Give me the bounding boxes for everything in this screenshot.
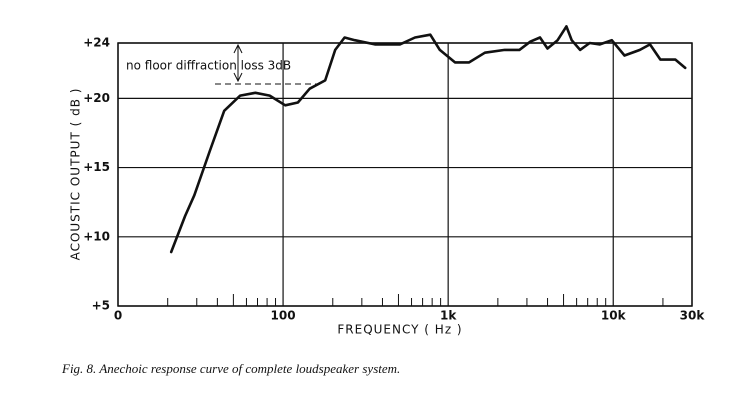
x-tick-label: 100 — [271, 309, 296, 323]
x-tick-label: 30k — [680, 309, 706, 323]
x-tick-label: 1k — [440, 309, 457, 323]
annotation-arrowheads — [233, 43, 243, 83]
y-tick-label: +24 — [83, 36, 110, 50]
caption: Fig. 8. Anechoic response curve of compl… — [61, 361, 400, 376]
annotation: no floor diffraction loss 3dB — [126, 59, 291, 73]
y-tick-label: +20 — [83, 91, 110, 105]
y-axis-title: ACOUSTIC OUTPUT ( dB ) — [69, 88, 83, 261]
y-tick-label: +10 — [83, 229, 110, 243]
x-axis-title: FREQUENCY ( Hz ) — [337, 323, 462, 337]
response-line — [169, 25, 687, 254]
x-tick-label: 10k — [601, 309, 627, 323]
x-tick-label: 0 — [114, 309, 122, 323]
y-tick-label: +15 — [83, 160, 110, 174]
y-tick-label: +5 — [92, 299, 110, 313]
plot-frame — [117, 42, 693, 307]
